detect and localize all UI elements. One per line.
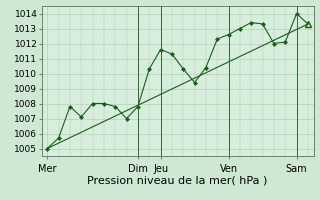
X-axis label: Pression niveau de la mer( hPa ): Pression niveau de la mer( hPa ) xyxy=(87,175,268,185)
